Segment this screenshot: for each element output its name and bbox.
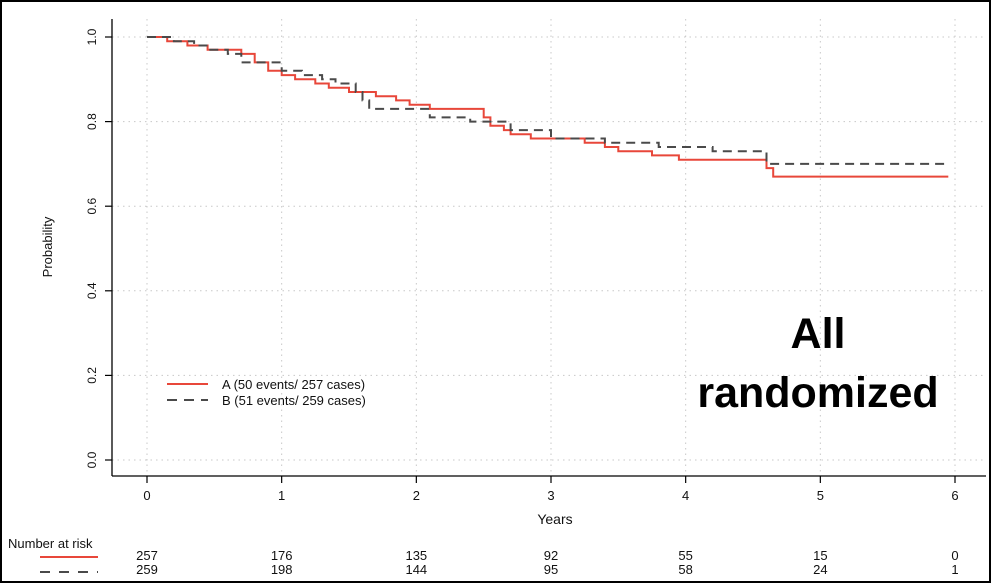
series (147, 36, 949, 178)
annotation-line-1: All (791, 310, 846, 358)
annotation: All randomized (697, 310, 938, 417)
x-tick-label: 0 (143, 488, 150, 503)
axis-ticks: 0 1 2 3 4 5 6 0.0 0.2 0.4 0.6 0.8 1.0 (85, 28, 959, 503)
y-tick-label: 0.4 (85, 282, 99, 299)
annotation-line-2: randomized (697, 369, 938, 417)
risk-value: 92 (544, 548, 558, 563)
x-tick-label: 6 (951, 488, 958, 503)
risk-value: 198 (271, 562, 293, 577)
risk-value: 257 (136, 548, 158, 563)
risk-value: 176 (271, 548, 293, 563)
legend: A (50 events/ 257 cases) B (51 events/ 2… (167, 377, 366, 408)
risk-value: 259 (136, 562, 158, 577)
grid (112, 19, 986, 476)
y-tick-label: 0.0 (85, 451, 99, 468)
risk-value: 144 (405, 562, 427, 577)
x-tick-label: 2 (413, 488, 420, 503)
series-a-line (147, 36, 949, 178)
x-axis-label: Years (537, 511, 572, 527)
y-tick-label: 1.0 (85, 28, 99, 45)
y-tick-label: 0.6 (85, 198, 99, 215)
axes (111, 19, 986, 477)
risk-table-header: Number at risk (8, 536, 93, 551)
risk-value: 1 (951, 562, 958, 577)
risk-value: 24 (813, 562, 827, 577)
y-axis-label: Probability (40, 216, 55, 277)
risk-value: 55 (678, 548, 692, 563)
risk-value: 15 (813, 548, 827, 563)
legend-label-b: B (51 events/ 259 cases) (222, 393, 366, 408)
risk-values: 257 176 135 92 55 15 0 259 198 144 95 58 24 1 (136, 548, 958, 577)
series-b-line (147, 36, 949, 165)
y-tick-label: 0.8 (85, 113, 99, 130)
x-tick-label: 5 (817, 488, 824, 503)
risk-value: 0 (951, 548, 958, 563)
x-tick-label: 4 (682, 488, 689, 503)
y-tick-label: 0.2 (85, 367, 99, 384)
risk-value: 58 (678, 562, 692, 577)
legend-label-a: A (50 events/ 257 cases) (222, 377, 365, 392)
number-at-risk-table: Number at risk 257 176 135 92 55 15 0 259 198 144… (8, 536, 959, 577)
risk-value: 95 (544, 562, 558, 577)
x-tick-label: 1 (278, 488, 285, 503)
risk-value: 135 (405, 548, 427, 563)
x-tick-label: 3 (547, 488, 554, 503)
